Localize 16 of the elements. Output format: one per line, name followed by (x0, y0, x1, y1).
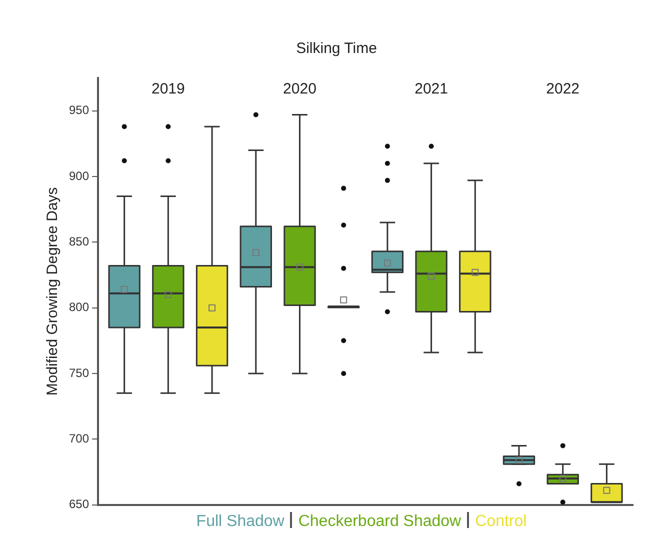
x-tick-label: 2021 (414, 80, 448, 98)
y-tick-label: 950 (68, 103, 90, 118)
y-axis-title: Modified Growing Degree Days (44, 187, 62, 396)
y-tick-label: 850 (68, 234, 90, 248)
chart-title: Silking Time (296, 40, 377, 58)
text: Full Shadow (196, 513, 284, 530)
text: Control (475, 513, 527, 530)
y-tick-label: 800 (68, 300, 90, 314)
y-tick-label: 650 (68, 497, 90, 512)
text: Checkerboard Shadow (298, 513, 462, 530)
x-tick-label: 2019 (151, 80, 185, 98)
x-tick-label: 2020 (283, 80, 316, 98)
y-tick-label: 750 (68, 366, 90, 380)
x-tick-label: 2022 (546, 80, 580, 98)
y-tick-label: 700 (68, 431, 90, 446)
y-tick-label: 900 (68, 168, 90, 183)
